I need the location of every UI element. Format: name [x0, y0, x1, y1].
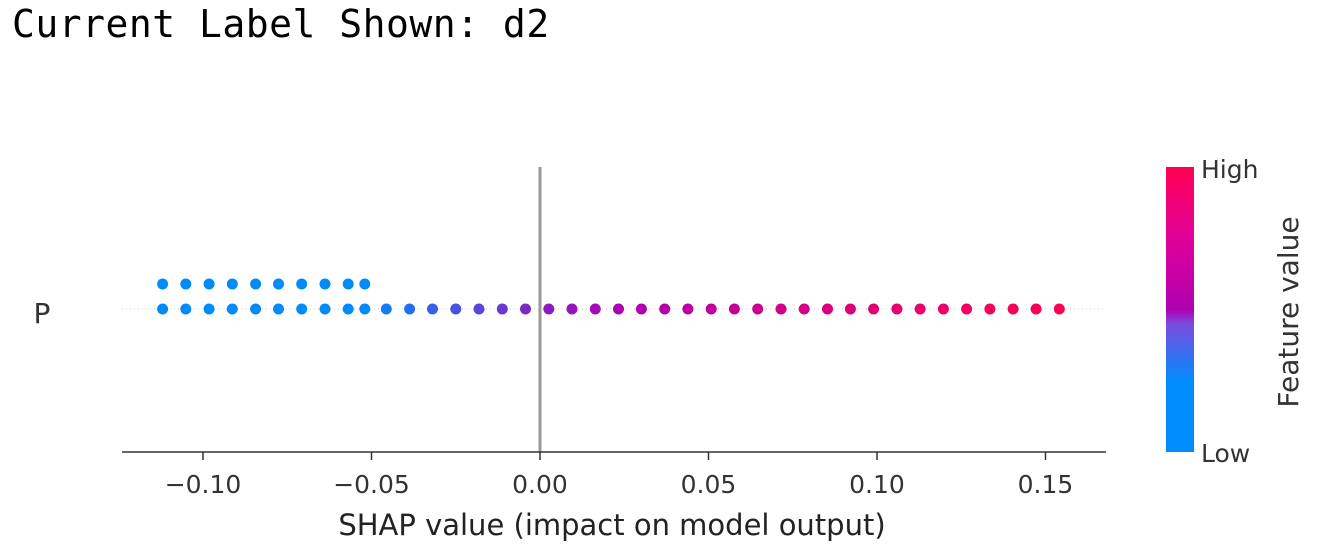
shap-point [319, 303, 331, 315]
shap-point [157, 278, 169, 290]
shap-point [380, 303, 392, 315]
shap-point [566, 303, 578, 315]
shap-point [319, 278, 331, 290]
shap-point [496, 303, 508, 315]
shap-point [226, 278, 238, 290]
shap-point [250, 303, 262, 315]
shap-point [937, 303, 949, 315]
shap-point [342, 278, 354, 290]
shap-point [450, 303, 462, 315]
shap-point [798, 303, 810, 315]
x-ticks: −0.10 −0.05 0.00 0.05 0.10 0.15 [165, 452, 1074, 499]
shap-point [728, 303, 740, 315]
shap-point [180, 303, 192, 315]
x-tick-label: 0.10 [849, 470, 905, 499]
shap-point [984, 303, 996, 315]
x-tick-label: −0.05 [333, 470, 410, 499]
shap-point [844, 303, 856, 315]
x-tick-label: 0.05 [681, 470, 737, 499]
shap-point [520, 303, 531, 315]
shap-point [752, 303, 764, 315]
colorbar-title: Feature value [1272, 216, 1305, 407]
shap-point [1007, 303, 1019, 315]
shap-point [203, 278, 215, 290]
shap-point [891, 303, 903, 315]
shap-point [226, 303, 238, 315]
shap-point [1030, 303, 1042, 315]
shap-point [1053, 303, 1065, 315]
colorbar-low-label: Low [1201, 439, 1250, 468]
colorbar-high-label: High [1201, 155, 1258, 184]
shap-point [404, 303, 416, 315]
shap-point [250, 278, 262, 290]
shap-point [427, 303, 438, 315]
shap-point [822, 303, 833, 315]
shap-point [961, 303, 973, 315]
shap-point [157, 303, 169, 315]
shap-point [635, 303, 647, 315]
shap-point [473, 303, 485, 315]
shap-point [914, 303, 926, 315]
colorbar [1166, 167, 1194, 452]
shap-point [613, 303, 624, 315]
shap-point [705, 303, 717, 315]
shap-point [359, 303, 371, 315]
shap-point [659, 303, 671, 315]
x-tick-label: −0.10 [165, 470, 242, 499]
shap-point [543, 303, 555, 315]
shap-point [273, 278, 284, 290]
shap-point [359, 278, 371, 290]
shap-point [180, 278, 192, 290]
x-tick-label: 0.00 [512, 470, 568, 499]
shap-point [203, 303, 215, 315]
shap-point [296, 278, 308, 290]
shap-point [682, 303, 694, 315]
x-tick-label: 0.15 [1018, 470, 1074, 499]
shap-point [775, 303, 787, 315]
shap-point [342, 303, 354, 315]
shap-point [589, 303, 601, 315]
shap-point [296, 303, 308, 315]
shap-point [868, 303, 880, 315]
current-label-header: Current Label Shown: d2 [12, 2, 550, 46]
x-axis-title: SHAP value (impact on model output) [338, 508, 885, 542]
shap-point [273, 303, 284, 315]
feature-label-p: P [34, 297, 51, 330]
points-group [157, 278, 1065, 315]
